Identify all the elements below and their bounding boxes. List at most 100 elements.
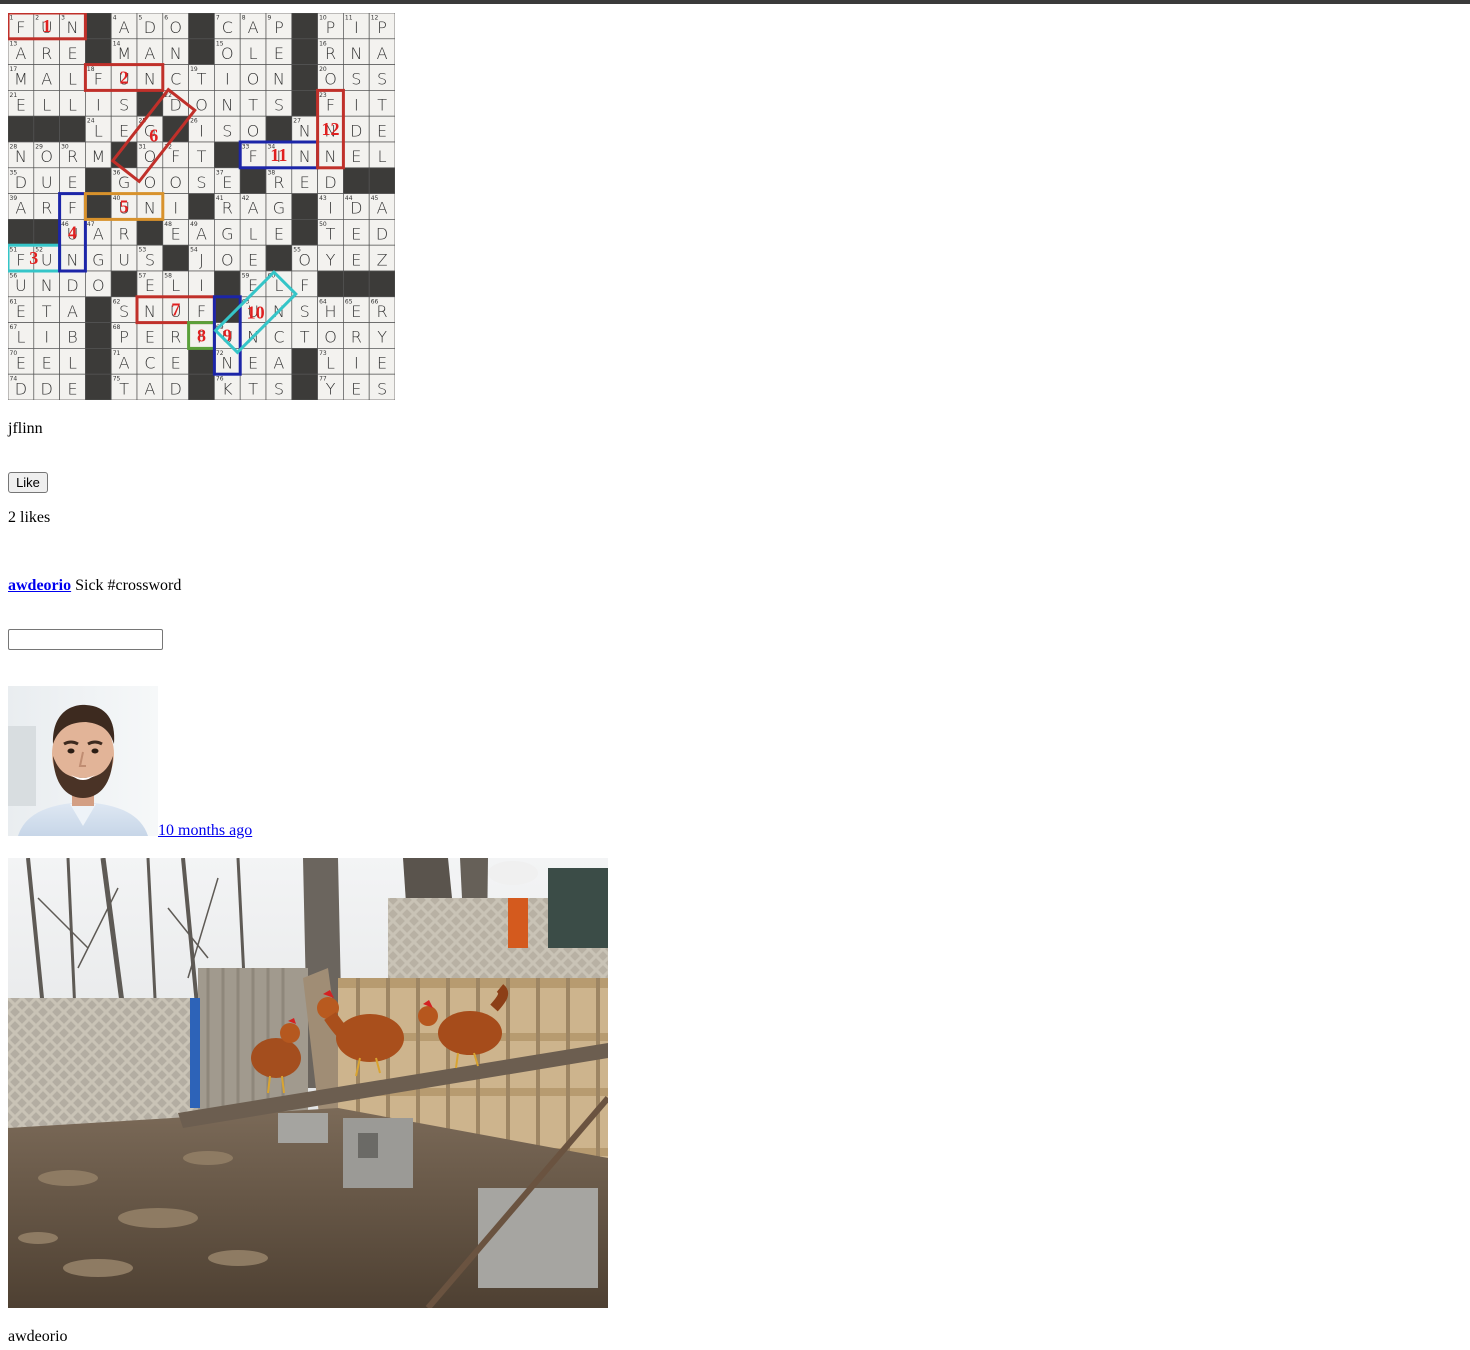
crossword-letter: O	[92, 276, 105, 295]
crossword-letter: A	[144, 44, 155, 63]
crossword-letter: E	[300, 173, 310, 192]
crossword-letter: O	[324, 70, 337, 89]
crossword-letter: E	[145, 276, 155, 295]
crossword-cell	[188, 167, 215, 194]
crossword-block-cell	[188, 193, 215, 220]
crossword-block-cell	[239, 167, 267, 194]
crossword-clue-number: 34	[268, 144, 276, 151]
crossword-cell	[33, 90, 60, 117]
chickens-photo	[8, 858, 608, 1308]
crossword-clue-number: 18	[87, 66, 95, 73]
crossword-letter: L	[326, 354, 335, 373]
crossword-letter: D	[144, 18, 156, 37]
crossword-cell	[33, 13, 60, 40]
crossword-marker-number: 10	[247, 302, 265, 322]
crossword-clue-number: 77	[319, 376, 327, 383]
crossword-marker-number: 11	[270, 145, 287, 165]
crossword-letter: I	[277, 147, 282, 166]
crossword-letter: O	[40, 147, 53, 166]
crossword-cell	[59, 141, 86, 169]
crossword-clue-number: 26	[190, 118, 198, 125]
crossword-cell	[317, 296, 344, 323]
comment-input[interactable]	[8, 629, 163, 650]
crossword-cell	[214, 373, 241, 400]
crossword-cell	[59, 348, 86, 375]
crossword-clue-number: 44	[345, 195, 353, 202]
crossword-letter: N	[299, 121, 311, 140]
crossword-clue-number: 10	[319, 15, 327, 22]
crossword-block-cell	[85, 296, 112, 323]
crossword-block-cell	[291, 348, 318, 375]
crossword-clue-number: 24	[87, 118, 95, 125]
crossword-letter: R	[325, 44, 336, 63]
crossword-letter: I	[199, 121, 204, 140]
crossword-letter: F	[326, 96, 335, 115]
crossword-highlight	[110, 87, 197, 184]
crossword-letter: E	[16, 96, 26, 115]
crossword-marker-number: 4	[68, 222, 77, 242]
crossword-cell	[110, 348, 138, 375]
crossword-letter: R	[119, 225, 130, 244]
crossword-cell	[368, 38, 395, 65]
crossword-block-cell	[368, 167, 395, 194]
crossword-letter: F	[197, 302, 206, 321]
crossword-clue-number: 3	[61, 15, 65, 22]
crossword-cell	[368, 13, 395, 40]
crossword-highlight	[83, 192, 165, 221]
crossword-letter: L	[68, 354, 77, 373]
crossword-letter: Z	[377, 250, 388, 269]
crossword-letter: U	[15, 276, 27, 295]
crossword-cell	[214, 38, 241, 65]
crossword-cell	[136, 193, 164, 220]
crossword-block-cell	[110, 270, 138, 298]
like-button[interactable]: Like	[8, 472, 48, 493]
crossword-cell	[368, 373, 395, 400]
crossword-clue-number: 68	[113, 324, 121, 331]
avatar[interactable]	[8, 686, 158, 836]
crossword-letter: L	[16, 328, 25, 347]
crossword-clue-number: 31	[139, 144, 147, 151]
crossword-highlight	[212, 295, 242, 376]
crossword-marker-number: 3	[29, 248, 38, 268]
crossword-clue-number: 12	[371, 15, 379, 22]
crossword-block-cell	[188, 348, 215, 375]
crossword-letter: C	[273, 328, 284, 347]
post-timestamp-link[interactable]: 10 months ago	[158, 822, 253, 839]
crossword-letter: N	[41, 276, 53, 295]
crossword-clue-number: 7	[216, 15, 220, 22]
crossword-clue-number: 30	[61, 144, 69, 151]
crossword-letter: M	[117, 44, 131, 63]
crossword-letter: E	[351, 250, 361, 269]
comment-text: Sick #crossword	[75, 577, 182, 594]
crossword-letter: E	[351, 302, 361, 321]
crossword-letter: E	[67, 173, 77, 192]
crossword-cell	[343, 296, 370, 323]
crossword-letter: S	[119, 302, 129, 321]
crossword-cell	[59, 373, 86, 400]
crossword-letter: T	[248, 96, 258, 115]
crossword-marker-number: 12	[322, 119, 340, 139]
crossword-clue-number: 4	[113, 15, 117, 22]
crossword-cell	[85, 141, 112, 169]
crossword-clue-number: 37	[216, 169, 224, 176]
crossword-clue-number: 19	[190, 66, 198, 73]
crossword-letter: T	[119, 379, 129, 398]
crossword-clue-number: 28	[10, 144, 18, 151]
crossword-letter: D	[376, 225, 388, 244]
comment-author-link[interactable]: awdeorio	[8, 577, 72, 594]
crossword-cell	[33, 296, 60, 323]
crossword-letter: E	[351, 379, 361, 398]
crossword-letter: U	[67, 225, 79, 244]
crossword-letter: G	[144, 121, 156, 140]
crossword-cell	[162, 193, 189, 220]
crossword-letter: A	[119, 18, 130, 37]
crossword-letter: F	[16, 250, 25, 269]
crossword-block-cell	[8, 219, 35, 246]
crossword-letter: P	[119, 328, 129, 347]
crossword-cell	[343, 244, 370, 272]
crossword-letter: D	[15, 173, 27, 192]
crossword-letter: L	[249, 44, 258, 63]
crossword-marker-number: 6	[149, 126, 158, 146]
chicken	[317, 990, 404, 1077]
crossword-clue-number: 59	[242, 273, 250, 280]
